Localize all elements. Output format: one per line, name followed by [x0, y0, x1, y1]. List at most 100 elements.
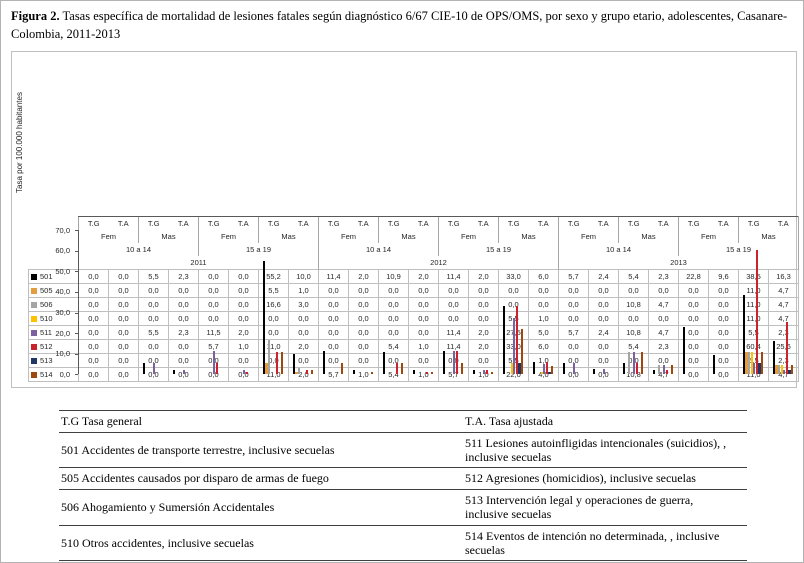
bar-512: [635, 363, 639, 375]
code-desc-501: 501 Accidentes de transporte terrestre, …: [59, 431, 463, 468]
series-code: 501: [40, 272, 53, 282]
data-cell: 0,0: [558, 297, 589, 313]
data-cell: 2,3: [768, 325, 799, 341]
bar-501: [622, 363, 625, 375]
data-cell: 0,0: [408, 297, 439, 313]
data-cell: 0,0: [318, 297, 349, 313]
bar-506: [297, 368, 301, 375]
x-axis-sex-label: Fem: [318, 230, 379, 244]
data-cell: 0,0: [168, 339, 199, 355]
data-cell: 11,5: [198, 325, 229, 341]
bar-505: [775, 364, 778, 375]
x-axis-measure-label: T.A: [648, 216, 679, 231]
data-cell: 0,0: [708, 325, 739, 341]
data-cell: 1,0: [228, 339, 259, 355]
data-cell: 16,3: [768, 269, 799, 285]
data-cell: 4,7: [648, 297, 679, 313]
data-cell: 0,0: [318, 311, 349, 327]
data-cell: 0,0: [558, 283, 589, 299]
data-cell: 1,0: [408, 339, 439, 355]
data-cell: 0,0: [348, 339, 379, 355]
y-tick-label: 10,0: [55, 349, 70, 359]
data-cell: 2,3: [168, 325, 199, 341]
bar-511: [453, 350, 456, 375]
data-cell: 0,0: [78, 353, 109, 369]
bar-505: [265, 362, 268, 375]
x-axis-measure-label: T.G: [558, 216, 589, 231]
data-cell: 2,4: [588, 269, 619, 285]
data-cell: 0,0: [438, 283, 469, 299]
bar-510: [510, 362, 513, 375]
code-desc-506: 506 Ahogamiento y Sumersión Accidentales: [59, 488, 463, 526]
bar-505: [745, 351, 748, 375]
data-cell: 0,0: [228, 353, 259, 369]
bar-512: [485, 370, 489, 375]
data-cell: 0,0: [588, 311, 619, 327]
bar-512: [305, 370, 309, 375]
bar-510: [780, 364, 783, 375]
bar-506: [747, 351, 751, 375]
x-axis-measure-label: T.G: [438, 216, 469, 231]
data-cell: 0,0: [198, 311, 229, 327]
x-axis-measure-label: T.G: [138, 216, 169, 231]
data-cell: 1,0: [288, 283, 319, 299]
data-cell: 0,0: [378, 283, 409, 299]
code-desc-512: 512 Agresiones (homicidios), inclusive s…: [463, 467, 747, 490]
x-axis-measure-label: T.A: [168, 216, 199, 231]
data-cell: 0,0: [678, 367, 709, 383]
data-cell: 0,0: [78, 283, 109, 299]
data-cell: 0,0: [588, 367, 619, 383]
x-axis-sex-label: Fem: [438, 230, 499, 244]
bar-512: [245, 372, 249, 375]
bar-514: [341, 362, 344, 375]
data-cell: 0,0: [378, 325, 409, 341]
series-code: 513: [40, 356, 53, 366]
x-axis-age-label: 15 a 19: [438, 243, 559, 257]
data-cell: 0,0: [408, 325, 439, 341]
x-axis-measure-label: T.G: [258, 216, 289, 231]
bar-501: [472, 370, 475, 375]
data-cell: 0,0: [348, 283, 379, 299]
bar-512: [545, 361, 549, 375]
bar-514: [491, 372, 494, 375]
data-cell: 0,0: [378, 311, 409, 327]
data-cell: 0,0: [708, 311, 739, 327]
code-legend-table: T.G Tasa general T.A. Tasa ajustada 501 …: [59, 410, 747, 562]
x-axis-year-label: 2012: [318, 256, 559, 270]
data-cell: 0,0: [468, 283, 499, 299]
x-axis-age-label: 10 a 14: [78, 243, 199, 257]
data-cell: 0,0: [168, 297, 199, 313]
data-cell: 5,5: [138, 325, 169, 341]
legend-swatch-511: [31, 329, 37, 336]
data-cell: 10,0: [288, 269, 319, 285]
legend-swatch-505: [31, 287, 37, 294]
data-cell: 2,3: [648, 269, 679, 285]
x-axis-sex-label: Fem: [678, 230, 739, 244]
x-axis-measure-label: T.G: [318, 216, 349, 231]
chart-body: 70,0 60,0 50,0 40,0 30,0 20,0 10,0 0,0 T.G T.A T.G…: [28, 216, 799, 383]
bar-501: [172, 369, 175, 375]
x-axis-measure-label: T.G: [198, 216, 229, 231]
data-cell: 0,0: [348, 325, 379, 341]
series-code: 505: [40, 286, 53, 296]
data-cell: 5,0: [528, 325, 559, 341]
bar-511: [243, 370, 246, 375]
data-table-row-506: 506 0,0 0,0 0,0 0,0 0,0 0,0 16,6 3,0 0,0 0,0 0,0 0,0…: [28, 297, 799, 313]
data-cell: 1,0: [408, 367, 439, 383]
data-cell: 0,0: [108, 269, 139, 285]
bar-501: [322, 350, 325, 375]
data-cell: 0,0: [168, 311, 199, 327]
data-cell: 2,0: [468, 269, 499, 285]
data-cell: 0,0: [228, 311, 259, 327]
data-cell: 0,0: [618, 311, 649, 327]
axis-row-3: 2011 2012 2013: [29, 256, 799, 270]
data-cell: 2,0: [228, 325, 259, 341]
data-cell: 0,0: [648, 283, 679, 299]
axis-row-2: 10 a 14 15 a 19 10 a 14 15 a 19 10 a 14 15 a …: [29, 243, 799, 257]
data-cell: 0,0: [468, 311, 499, 327]
x-axis-sex-label: Mas: [618, 230, 679, 244]
data-cell: 0,0: [438, 297, 469, 313]
x-axis-measure-label: T.G: [78, 216, 109, 231]
data-cell: 0,0: [108, 353, 139, 369]
data-cell: 2,4: [588, 325, 619, 341]
